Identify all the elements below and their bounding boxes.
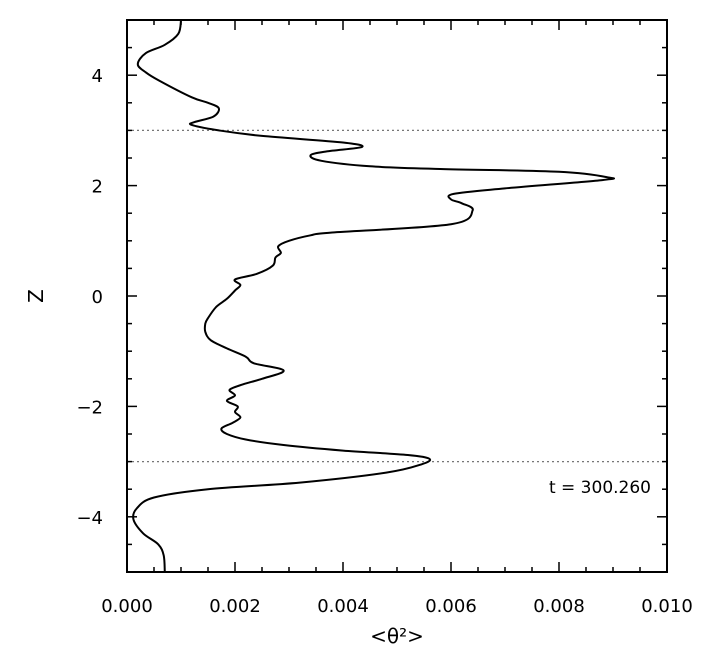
x-tick-label: 0.004 [317, 596, 369, 617]
time-annotation: t = 300.260 [549, 478, 651, 498]
x-axis-label: <θ²> [370, 624, 424, 648]
x-tick-label: 0.006 [425, 596, 477, 617]
y-tick-label: 4 [92, 66, 103, 87]
x-tick-labels: 0.000 0.002 0.004 0.006 0.008 0.010 [101, 596, 693, 617]
y-tick-labels: −4 −2 0 2 4 [76, 66, 103, 529]
series-line [132, 19, 616, 573]
x-tick-label: 0.002 [209, 596, 261, 617]
x-tick-label: 0.010 [641, 596, 693, 617]
y-tick-label: −4 [76, 508, 103, 529]
y-tick-label: 2 [92, 177, 103, 198]
axis-ticks [126, 19, 668, 573]
x-tick-label: 0.008 [533, 596, 585, 617]
x-tick-label: 0.000 [101, 596, 153, 617]
y-tick-label: 0 [92, 287, 103, 308]
y-tick-label: −2 [76, 397, 103, 418]
y-axis-label: Z [24, 289, 48, 303]
